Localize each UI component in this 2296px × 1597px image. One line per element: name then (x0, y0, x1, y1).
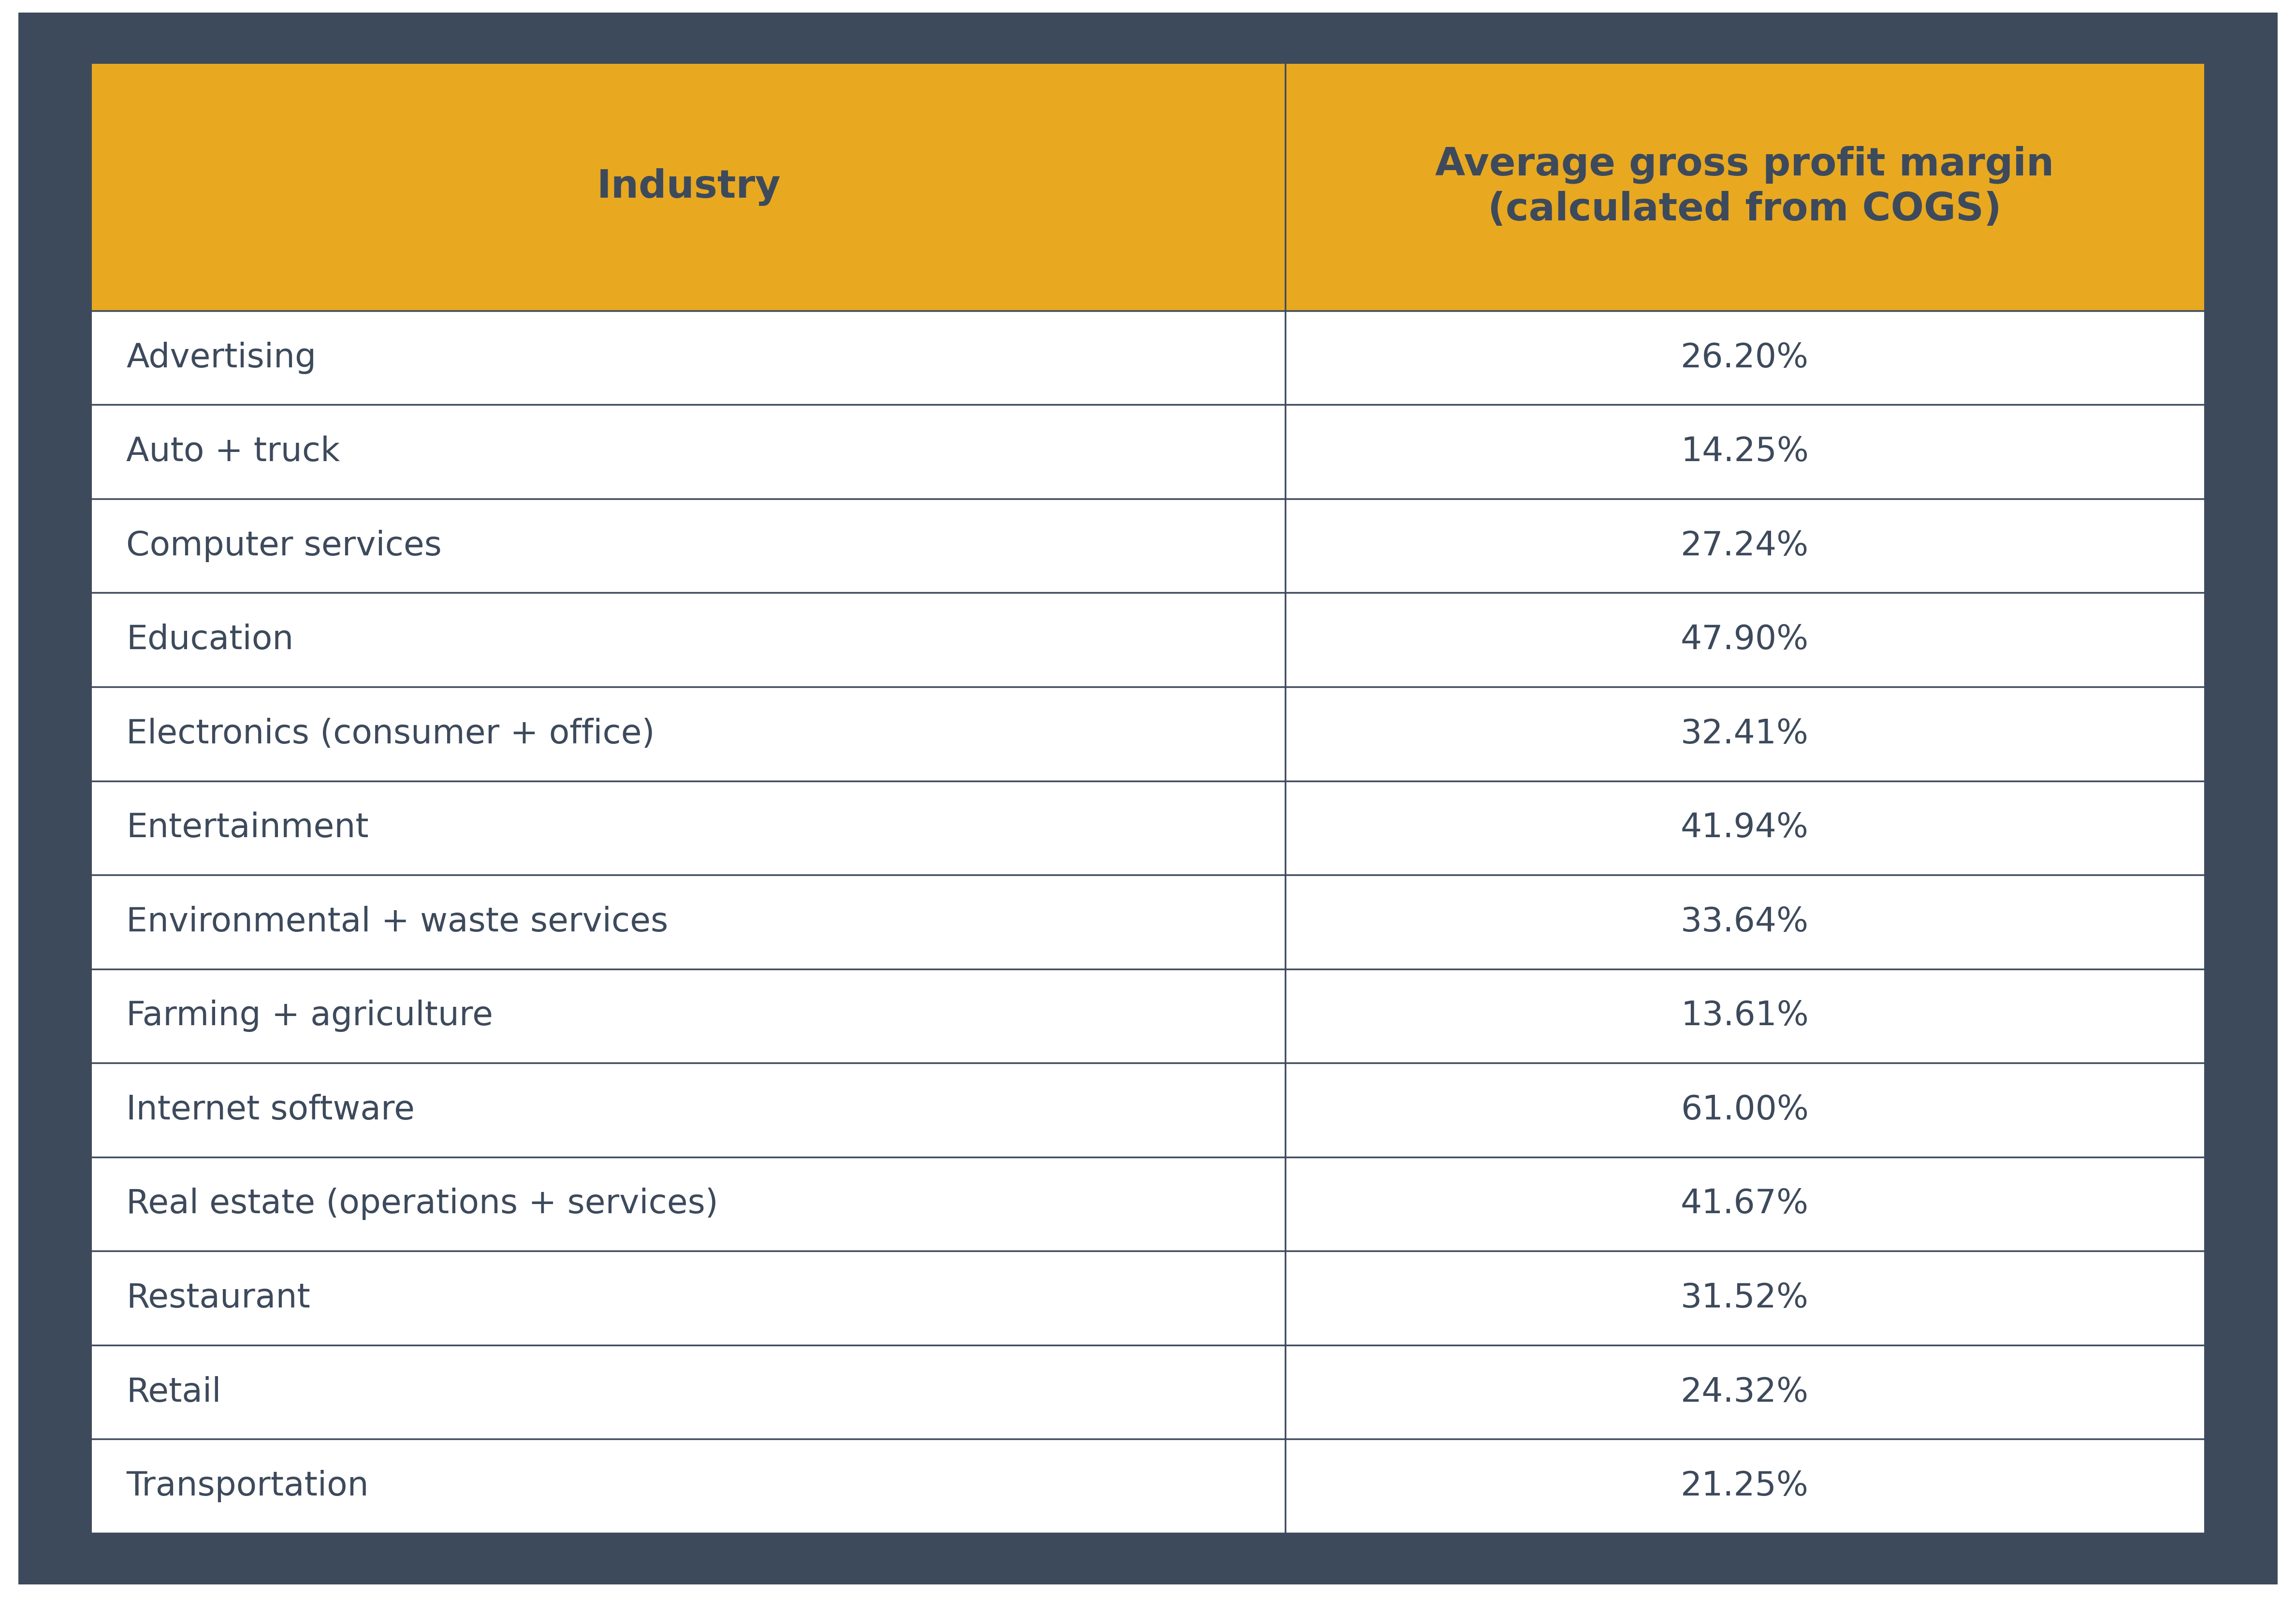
Bar (1286, 969, 2204, 1064)
Bar (92, 592, 1286, 687)
Bar (1286, 592, 2204, 687)
Text: Restaurant: Restaurant (126, 1282, 310, 1314)
Text: Real estate (operations + services): Real estate (operations + services) (126, 1188, 719, 1220)
Text: 27.24%: 27.24% (1681, 530, 1809, 562)
Text: Auto + truck: Auto + truck (126, 436, 340, 468)
Bar (1286, 875, 2204, 969)
Text: Computer services: Computer services (126, 530, 441, 562)
Text: Advertising: Advertising (126, 342, 317, 374)
Text: 61.00%: 61.00% (1681, 1094, 1809, 1126)
Bar (1286, 1156, 2204, 1250)
Text: 31.52%: 31.52% (1681, 1282, 1809, 1314)
Bar (92, 311, 1286, 404)
Bar (1286, 1345, 2204, 1439)
Text: Transportation: Transportation (126, 1469, 370, 1503)
Text: 33.64%: 33.64% (1681, 905, 1809, 937)
Bar (1286, 498, 2204, 592)
Bar (1286, 311, 2204, 404)
Bar (92, 969, 1286, 1064)
Text: 47.90%: 47.90% (1681, 624, 1809, 656)
Bar (92, 687, 1286, 781)
Text: Entertainment: Entertainment (126, 811, 370, 845)
Text: Education: Education (126, 624, 294, 656)
Bar (1286, 1064, 2204, 1156)
Text: Industry: Industry (597, 168, 781, 206)
Bar (92, 1439, 1286, 1533)
Text: Farming + agriculture: Farming + agriculture (126, 1000, 494, 1032)
Bar (1286, 687, 2204, 781)
Text: Environmental + waste services: Environmental + waste services (126, 905, 668, 937)
Bar (92, 875, 1286, 969)
Bar (92, 64, 2204, 311)
Text: Electronics (consumer + office): Electronics (consumer + office) (126, 717, 654, 751)
Text: 21.25%: 21.25% (1681, 1469, 1809, 1503)
Text: Retail: Retail (126, 1377, 220, 1409)
Text: 26.20%: 26.20% (1681, 342, 1809, 374)
Bar (1286, 1439, 2204, 1533)
Text: Internet software: Internet software (126, 1094, 416, 1126)
Bar (1286, 781, 2204, 875)
Bar (92, 404, 1286, 498)
Bar (1286, 404, 2204, 498)
Bar (92, 781, 1286, 875)
Text: 13.61%: 13.61% (1681, 1000, 1809, 1032)
Bar (92, 1064, 1286, 1156)
Bar (92, 498, 1286, 592)
Text: 32.41%: 32.41% (1681, 717, 1809, 751)
Text: 24.32%: 24.32% (1681, 1377, 1809, 1409)
Bar (1286, 1250, 2204, 1345)
Text: 41.67%: 41.67% (1681, 1188, 1809, 1220)
Text: 41.94%: 41.94% (1681, 811, 1809, 845)
Bar (92, 1250, 1286, 1345)
Bar (92, 1345, 1286, 1439)
Text: Average gross profit margin
(calculated from COGS): Average gross profit margin (calculated … (1435, 145, 2055, 228)
Text: 14.25%: 14.25% (1681, 436, 1809, 468)
Bar (92, 1156, 1286, 1250)
